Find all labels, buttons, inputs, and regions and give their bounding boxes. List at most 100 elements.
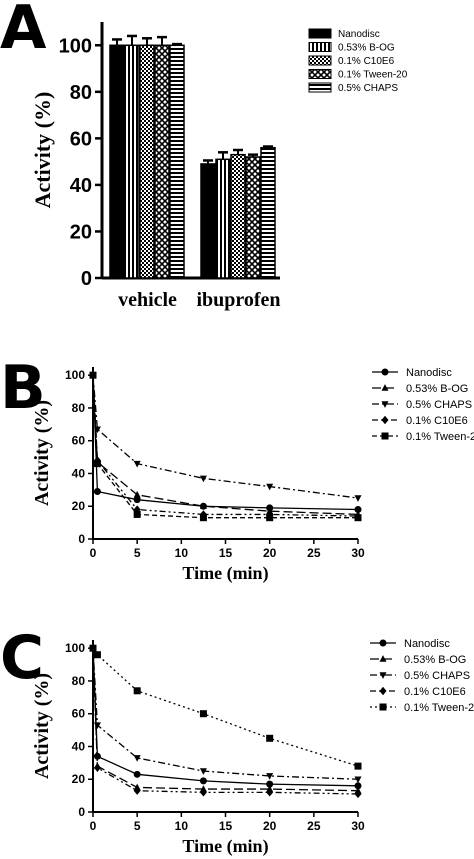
y-tick-label: 0 [78, 532, 85, 546]
data-point [266, 773, 274, 780]
legend-entry: 0.1% Tween-20 [404, 702, 474, 714]
data-point [266, 514, 274, 522]
x-tick-label: 25 [307, 819, 321, 833]
data-point [266, 483, 274, 491]
y-tick-label: 0 [81, 268, 92, 290]
data-point [93, 460, 101, 468]
y-axis-label: Activity (%) [31, 400, 53, 506]
data-point [93, 651, 101, 659]
data-point [266, 780, 274, 788]
x-tick-label-vehicle: vehicle [118, 289, 177, 311]
legend-entry: 0.5% CHAPS [406, 399, 472, 411]
legend-entry: 0.1% C10E6 [404, 686, 466, 698]
legend-entry: 0.5% CHAPS [404, 670, 470, 682]
series-line-0-5-chaps [92, 375, 359, 499]
data-point [379, 703, 387, 711]
y-axis-label: Activity (%) [31, 673, 53, 779]
legend-entry: Nanodisc [404, 638, 450, 650]
series-line-nanodisc [92, 375, 359, 511]
x-tick-label: 10 [175, 819, 189, 833]
y-tick-label: 100 [59, 35, 92, 57]
x-tick-label: 0 [90, 546, 97, 560]
data-point [133, 510, 141, 518]
series-line-nanodisc [92, 648, 359, 787]
x-tick-label: 30 [351, 819, 365, 833]
data-point [381, 368, 389, 376]
data-point [199, 514, 207, 522]
data-point [379, 686, 387, 696]
data-point [199, 768, 207, 775]
x-tick-label: 5 [134, 546, 141, 560]
legend-swatch [308, 28, 332, 39]
data-point [199, 777, 207, 785]
x-tick-label: 10 [175, 546, 189, 560]
x-tick-label: 20 [263, 546, 277, 560]
legend-entry: 0.53% B-OG [338, 43, 395, 54]
bar-ibuprofen-0-5-chaps [260, 146, 276, 279]
data-point [354, 789, 362, 799]
data-point [133, 496, 141, 504]
legend-entry: 0.5% CHAPS [338, 83, 398, 94]
y-tick-label: 20 [70, 221, 92, 243]
x-tick-label: 20 [263, 819, 277, 833]
series-line-0-1-tween-20 [92, 375, 358, 519]
legend-entry: 0.1% C10E6 [406, 415, 468, 427]
legend-swatch [308, 82, 332, 93]
x-tick-label: 5 [134, 819, 141, 833]
data-point [266, 788, 274, 797]
legend-entry: 0.1% Tween-20 [406, 431, 474, 443]
data-point [354, 762, 362, 770]
x-tick-label: 15 [219, 819, 233, 833]
y-tick-label: 80 [72, 401, 86, 415]
bar-ibuprofen-0-1-tween-20 [245, 156, 261, 279]
x-tick-label: 0 [90, 819, 97, 833]
data-point [199, 788, 207, 797]
x-tick-label: 25 [307, 546, 321, 560]
data-point [354, 514, 362, 522]
data-point [133, 460, 141, 468]
panel-label-c: C [0, 623, 44, 693]
data-point [89, 644, 97, 652]
data-point [381, 432, 389, 440]
data-point [199, 710, 207, 718]
bar-vehicle-nanodisc [109, 44, 125, 279]
legend-swatch [308, 69, 332, 79]
data-point [354, 776, 362, 784]
panel-label-b: B [0, 353, 46, 423]
series-line-0-53-b-og [92, 648, 359, 792]
x-axis-label: Time (min) [182, 563, 268, 584]
data-point [379, 639, 387, 647]
series-line-0-1-c10e6 [92, 375, 359, 517]
data-point [133, 786, 141, 795]
legend-entry: 0.53% B-OG [406, 383, 468, 395]
legend-entry: 0.1% C10E6 [338, 56, 395, 67]
bar-ibuprofen-nanodisc [200, 163, 216, 279]
bar-ibuprofen-0-1-c10e6 [230, 153, 246, 279]
y-tick-label: 40 [72, 466, 86, 480]
x-tick-label: 30 [351, 546, 365, 560]
legend-swatch [308, 42, 332, 52]
y-tick-label: 20 [72, 772, 86, 786]
y-tick-label: 60 [72, 707, 86, 721]
data-point [381, 401, 389, 408]
bar-ibuprofen-0-53-b-og [215, 158, 231, 279]
data-point [379, 672, 387, 679]
y-tick-label: 40 [72, 739, 86, 753]
data-point [379, 655, 387, 662]
y-axis-label: Activity (%) [30, 92, 55, 209]
legend-entry: 0.1% Tween-20 [338, 70, 408, 81]
y-tick-label: 100 [65, 368, 85, 382]
data-point [133, 770, 141, 778]
y-tick-label: 20 [72, 499, 86, 513]
x-tick-label: 15 [219, 546, 233, 560]
legend-entry: Nanodisc [338, 29, 380, 40]
line-chart-c: 0 20 40 60 80 100 0 5 10 15 20 25 30 Activity (%) Time… [31, 638, 474, 857]
legend-swatch [308, 55, 332, 66]
y-tick-label: 60 [70, 128, 92, 150]
y-tick-label: 40 [70, 175, 92, 197]
data-point [354, 782, 362, 790]
series-line-0-1-tween-20 [92, 647, 359, 767]
y-tick-label: 60 [72, 434, 86, 448]
bar-vehicle-0-5-chaps [169, 44, 185, 279]
